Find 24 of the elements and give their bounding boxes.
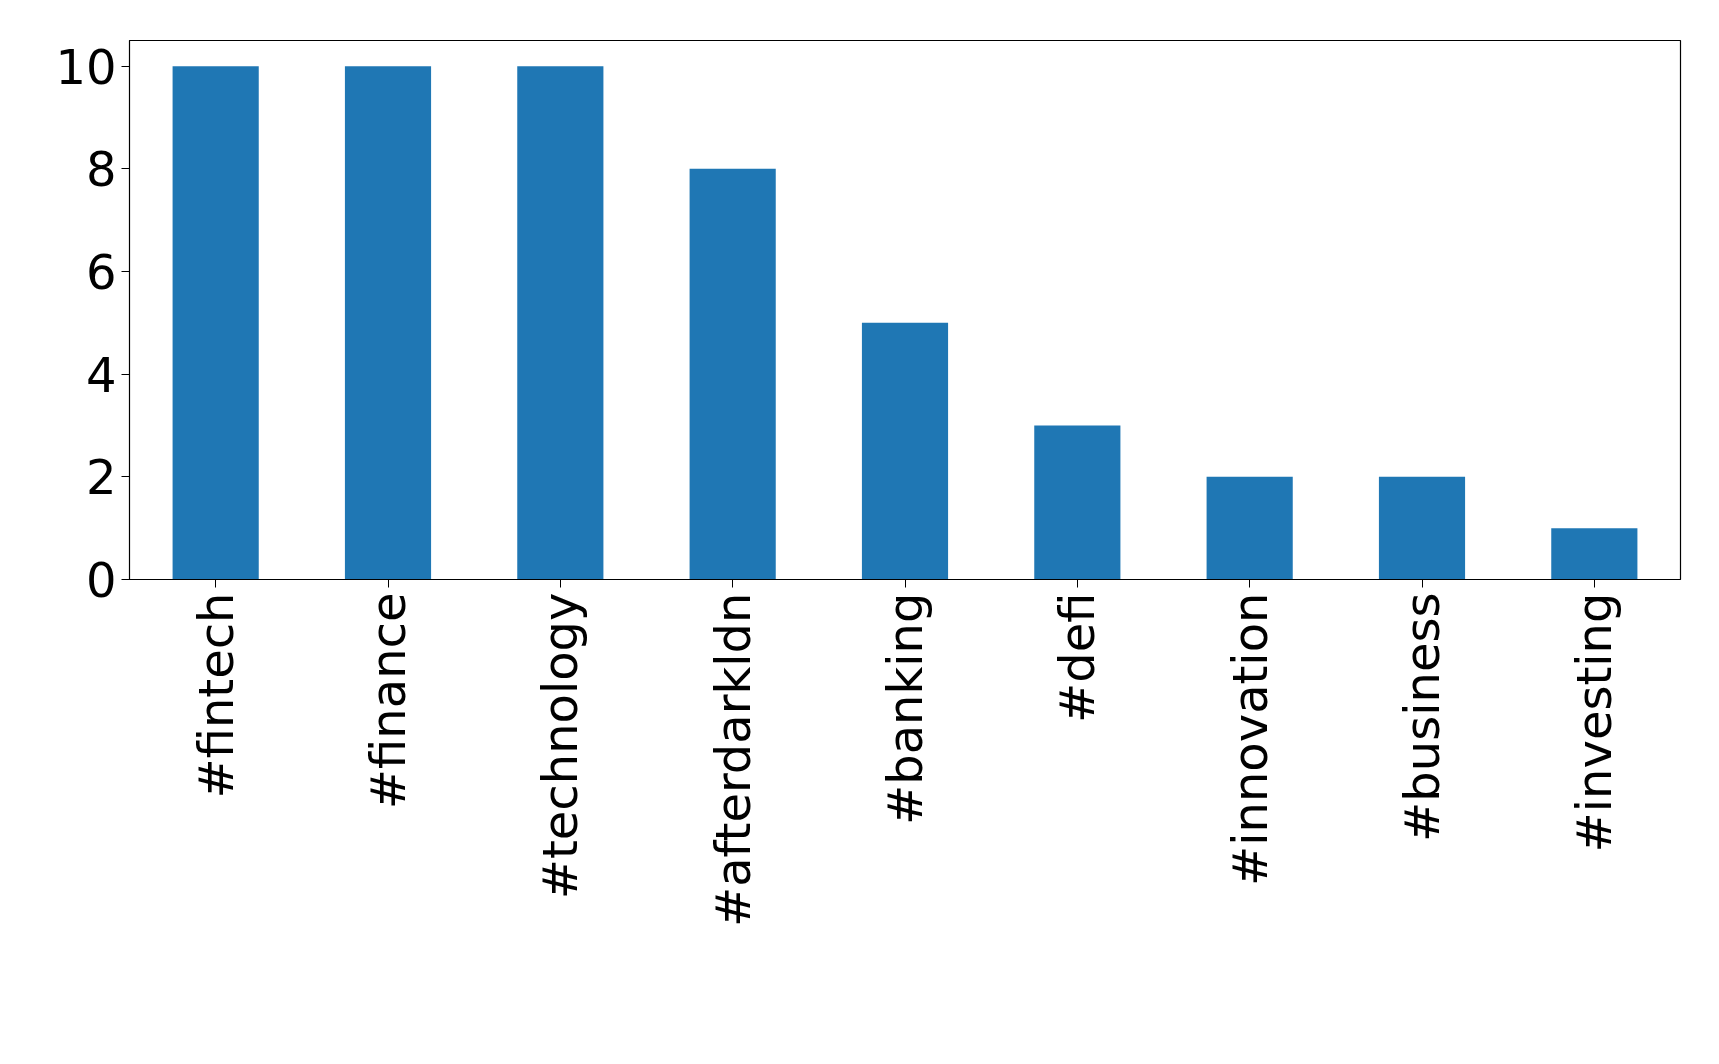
- y-tick-label: 0: [85, 552, 117, 608]
- bar: [517, 66, 604, 580]
- x-tick-label: #innovation: [1221, 592, 1278, 887]
- x-tick-label: #finance: [360, 592, 416, 810]
- x-tick-label: #defi: [1049, 592, 1106, 723]
- y-tick-label: 4: [85, 346, 117, 403]
- x-tick-label: #investing: [1566, 592, 1623, 853]
- bar: [689, 168, 776, 580]
- bar: [172, 66, 259, 580]
- x-tick-label: #afterdarkldn: [704, 592, 761, 928]
- y-tick-label: 6: [85, 244, 117, 300]
- bar: [1034, 425, 1121, 580]
- y-tick-label: 8: [85, 141, 117, 198]
- y-tick-label: 2: [85, 449, 117, 506]
- x-tick-label: #technology: [532, 592, 589, 900]
- bar: [1551, 528, 1638, 580]
- bar: [344, 66, 432, 580]
- y-tick-label: 10: [55, 38, 117, 95]
- bar: [1206, 476, 1293, 580]
- x-tick-label: #banking: [877, 592, 933, 826]
- x-tick-label: #business: [1394, 592, 1450, 842]
- bar: [1378, 476, 1466, 580]
- bar: [861, 322, 949, 580]
- x-tick-label: #fintech: [187, 592, 244, 799]
